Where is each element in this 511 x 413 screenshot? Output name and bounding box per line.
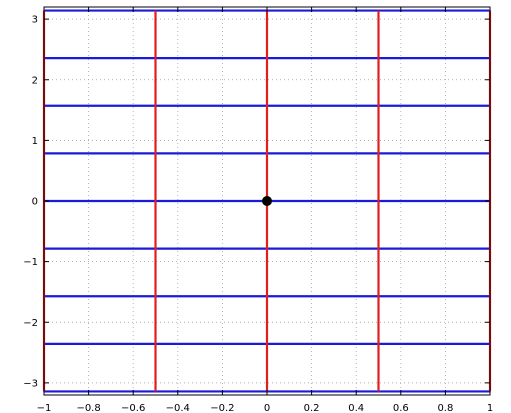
x-tick-label: 0.8 (437, 403, 453, 413)
x-tick-label: −0.6 (121, 403, 145, 413)
x-tick-label: −0.2 (210, 403, 234, 413)
y-tick-label: −3 (23, 378, 38, 389)
x-tick-label: 0.6 (393, 403, 409, 413)
y-tick-label: 1 (32, 136, 38, 147)
points (262, 196, 272, 206)
y-tick-labels: −3 −2 −1 0 1 2 3 (23, 15, 38, 390)
y-tick-label: 0 (32, 197, 38, 208)
x-tick-label: −1 (37, 403, 52, 413)
x-tick-label: −0.4 (166, 403, 190, 413)
x-tick-label: 0.4 (348, 403, 364, 413)
x-tick-label: 0 (264, 403, 270, 413)
data-point-0 (262, 196, 272, 206)
x-tick-labels: −1 −0.8 −0.6 −0.4 −0.2 0 0.2 0.4 0.6 0.8 1 (37, 403, 494, 413)
x-tick-label: 0.2 (304, 403, 320, 413)
y-tick-label: −1 (23, 257, 38, 268)
x-tick-label: −0.8 (76, 403, 100, 413)
y-tick-label: 2 (32, 75, 38, 86)
tick-marks (43, 7, 491, 395)
y-tick-label: −2 (23, 318, 38, 329)
y-tick-label: 3 (32, 15, 38, 26)
x-tick-label: 1 (487, 403, 493, 413)
